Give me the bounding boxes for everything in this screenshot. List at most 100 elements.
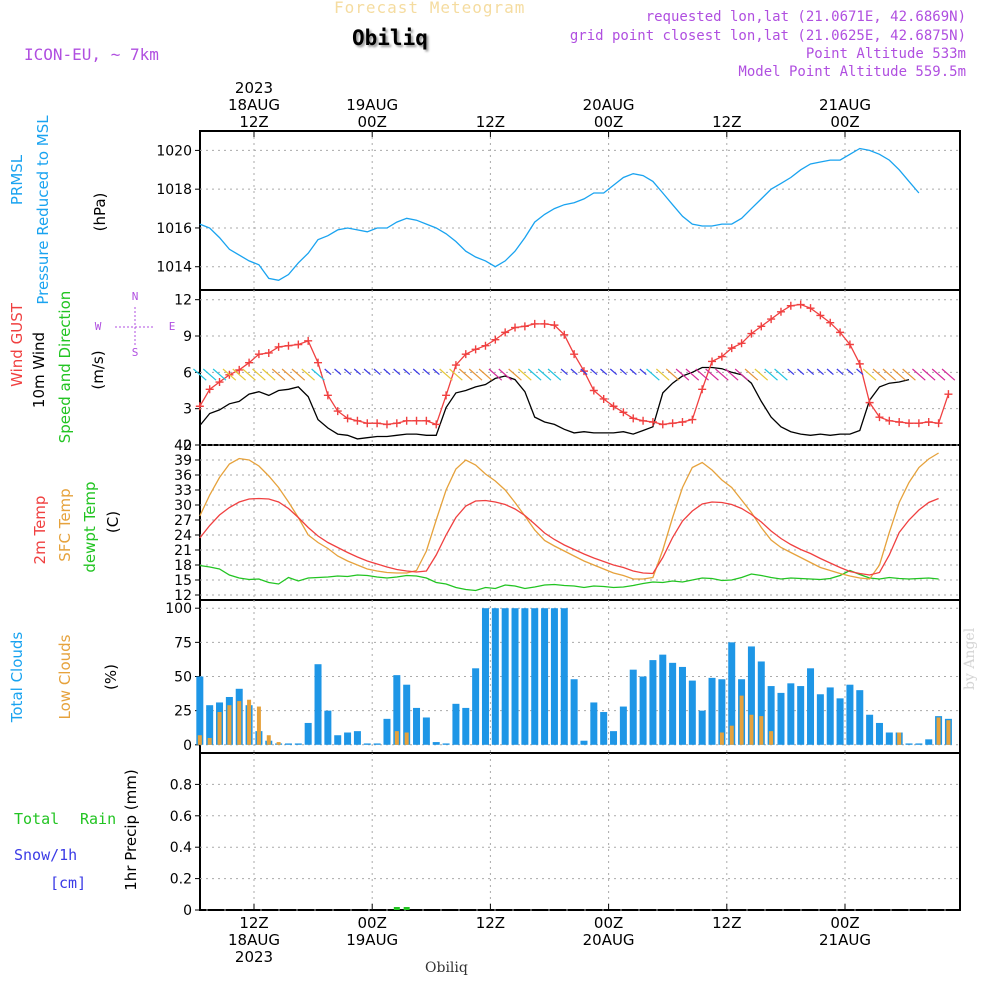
pressure-label: PRMSL — [8, 154, 26, 205]
gust-marker — [944, 390, 953, 399]
time-label-bottom: 21AUG — [819, 931, 871, 949]
y-tick-label: 24 — [174, 528, 192, 544]
wind-arrow — [271, 368, 286, 381]
time-label-top: 12Z — [476, 113, 505, 131]
wind-arrow — [242, 368, 256, 381]
wind-arrow — [882, 368, 897, 381]
total-cloud-bar — [639, 676, 647, 745]
wind-arrow — [232, 368, 247, 381]
gust-marker — [786, 301, 795, 310]
time-label-bottom: 19AUG — [346, 931, 398, 949]
gust-marker — [570, 350, 579, 359]
y-tick-label: 36 — [174, 468, 192, 484]
wind-arrow — [590, 368, 598, 376]
model-altitude: Model Point Altitude 559.5m — [738, 64, 966, 80]
total-cloud-bar — [373, 743, 381, 745]
wind-arrow — [826, 368, 834, 376]
total-cloud-bar — [708, 677, 716, 745]
gust-marker — [323, 391, 332, 400]
model-label: ICON-EU, ~ 7km — [24, 45, 159, 64]
panel-frame — [199, 752, 961, 911]
low-cloud-bar — [207, 737, 212, 745]
gust-marker — [609, 402, 618, 411]
total-cloud-bar — [314, 664, 322, 745]
gust-marker — [836, 328, 845, 337]
total-cloud-bar — [511, 608, 519, 745]
total-cloud-bar — [422, 717, 430, 745]
total-cloud-bar — [206, 705, 214, 745]
wind-arrow — [715, 368, 729, 381]
total-cloud-bar — [777, 692, 785, 745]
wind-arrow — [902, 368, 916, 381]
low-cloud-bar — [276, 742, 281, 745]
time-label-bottom: 12Z — [476, 914, 505, 932]
y-tick-label: 6 — [183, 365, 192, 381]
gust-marker — [294, 340, 303, 349]
y-tick-label: 21 — [174, 543, 192, 559]
time-label-bottom: 00Z — [594, 914, 623, 932]
total-cloud-bar — [442, 743, 450, 745]
footer-location: Obiliq — [425, 960, 468, 976]
gust-marker — [373, 419, 382, 428]
time-label-top: 00Z — [830, 113, 859, 131]
wind-arrow — [468, 368, 483, 381]
y-tick-label: 18 — [174, 558, 192, 574]
total-clouds-label: Total Clouds — [8, 632, 26, 724]
total-cloud-bar — [344, 732, 352, 745]
gust-marker — [353, 416, 362, 425]
compass-west: W — [95, 320, 102, 333]
wind-arrow — [343, 368, 352, 376]
gust-marker — [402, 416, 411, 425]
point-altitude: Point Altitude 533m — [805, 46, 966, 62]
total-cloud-bar — [629, 669, 637, 745]
y-tick-label: 100 — [165, 601, 192, 617]
gust-marker — [688, 415, 697, 424]
wind-speed-line — [199, 366, 910, 440]
y-tick-label: 0.8 — [170, 777, 192, 793]
gust-marker — [195, 402, 204, 411]
gust-marker — [343, 414, 352, 423]
total-cloud-bar — [403, 684, 411, 745]
wind-arrow — [212, 368, 227, 381]
y-tick-label: 0 — [183, 903, 192, 919]
y-tick-label: 25 — [174, 704, 192, 720]
gust-marker — [235, 365, 244, 374]
low-cloud-bar — [759, 716, 764, 745]
y-tick-label: 30 — [174, 498, 192, 514]
temp-unit: (C) — [104, 511, 122, 533]
gust-marker — [727, 344, 736, 353]
precip-rain-label: Rain — [80, 810, 116, 828]
precip-snow-label: Snow/1h — [14, 846, 77, 864]
wind-arrow — [619, 368, 627, 376]
total-cloud-bar — [816, 694, 824, 745]
gust-marker — [274, 342, 283, 351]
wind-arrow — [261, 368, 276, 381]
total-cloud-bar — [570, 679, 578, 745]
time-label-top: 20AUG — [583, 96, 635, 114]
time-label-bottom: 2023 — [235, 948, 273, 966]
total-cloud-bar — [875, 722, 883, 745]
wind-arrow — [403, 368, 411, 376]
wind-arrow — [892, 368, 906, 381]
time-label-bottom: 18AUG — [228, 931, 280, 949]
y-tick-label: 12 — [174, 588, 192, 604]
wind-arrow — [560, 368, 568, 376]
total-cloud-bar — [491, 608, 499, 745]
total-cloud-bar — [413, 707, 421, 745]
y-tick-label: 33 — [174, 483, 192, 499]
gust-marker — [205, 385, 214, 394]
total-cloud-bar — [541, 608, 549, 745]
panel-frame — [199, 289, 961, 446]
gust-marker — [885, 416, 894, 425]
total-cloud-bar — [452, 703, 460, 745]
total-cloud-bar — [866, 714, 874, 745]
time-label-bottom: 00Z — [830, 914, 859, 932]
gust-marker — [382, 420, 391, 429]
wind-arrow — [537, 368, 552, 381]
total-cloud-bar — [885, 732, 893, 745]
dewpt-label: dewpt Temp — [81, 481, 99, 572]
total-cloud-bar — [747, 646, 755, 745]
gust-marker — [314, 358, 323, 367]
gust-marker — [560, 330, 569, 339]
total-cloud-bar — [826, 687, 834, 745]
